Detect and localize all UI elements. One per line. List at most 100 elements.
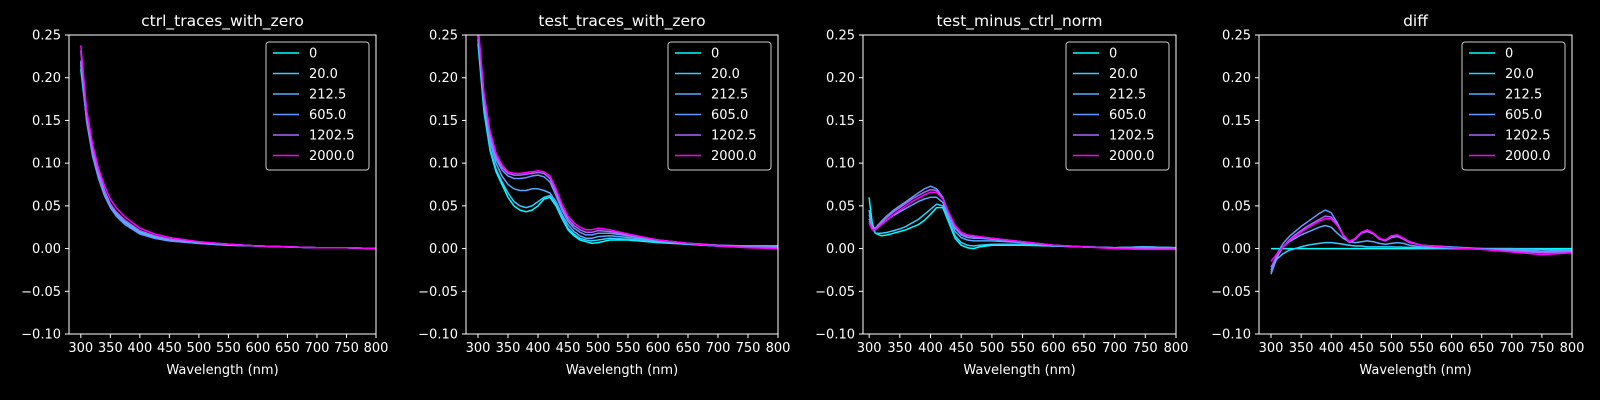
- legend-label: 2000.0: [309, 149, 355, 164]
- x-tick-label: 600: [1439, 341, 1464, 356]
- legend-label: 2000.0: [1505, 149, 1551, 164]
- legend-label: 0: [711, 47, 719, 62]
- x-axis-label: Wavelength (nm): [963, 363, 1075, 378]
- legend-label: 2000.0: [1109, 149, 1155, 164]
- x-tick-label: 500: [586, 341, 611, 356]
- x-tick-label: 350: [1289, 341, 1314, 356]
- series-line-2: [477, 39, 778, 247]
- chart-title: test_minus_ctrl_norm: [937, 12, 1103, 31]
- y-tick-label: 0.00: [1222, 242, 1251, 257]
- x-tick-label: 700: [706, 341, 731, 356]
- y-tick-label: 0.00: [429, 242, 458, 257]
- y-tick-label: 0.10: [826, 157, 855, 172]
- y-tick-label: 0.25: [32, 29, 61, 44]
- legend-label: 605.0: [711, 108, 748, 123]
- series-line-6: [1270, 217, 1572, 262]
- series-line-2: [868, 203, 1176, 249]
- y-tick-label: 0.00: [826, 242, 855, 257]
- x-tick-label: 600: [246, 341, 271, 356]
- x-tick-label: 650: [1469, 341, 1494, 356]
- x-tick-label: 500: [979, 341, 1004, 356]
- series-line-3: [1270, 224, 1572, 275]
- legend-label: 0: [309, 47, 317, 62]
- axes-frame: [1258, 34, 1573, 335]
- axes-frame: [465, 34, 779, 335]
- y-tick-label: −0.05: [418, 285, 458, 300]
- y-tick-label: −0.10: [21, 328, 61, 343]
- x-tick-label: 450: [949, 341, 974, 356]
- axes-frame: [68, 34, 377, 335]
- series-line-6: [80, 45, 376, 250]
- chart-panel-3: 300 350 400 450 500 550 600 650 700 750 800 −0.10 −0…: [815, 12, 1188, 378]
- legend-label: 20.0: [1505, 67, 1534, 82]
- x-tick-label: 750: [736, 341, 761, 356]
- legend-label: 212.5: [1505, 88, 1542, 103]
- x-tick-label: 400: [526, 341, 551, 356]
- x-tick-label: 450: [1349, 341, 1374, 356]
- legend-label: 212.5: [711, 88, 748, 103]
- x-tick-label: 500: [186, 341, 211, 356]
- series-lines: [477, 35, 778, 250]
- series-lines: [1270, 209, 1572, 275]
- chart-panel-2: 300 350 400 450 500 550 600 650 700 750 800 −0.10 −0…: [418, 12, 790, 378]
- legend-label: 2000.0: [711, 149, 757, 164]
- x-tick-label: 500: [1379, 341, 1404, 356]
- y-tick-label: 0.20: [429, 71, 458, 86]
- series-lines: [80, 45, 376, 250]
- chart-panel-1: 300 350 400 450 500 550 600 650 700 750 800 −0.10 −0…: [21, 12, 388, 378]
- y-tick-label: 0.15: [1222, 114, 1251, 129]
- x-tick-label: 750: [1133, 341, 1158, 356]
- legend: 0 20.0 212.5 605.0 1202.5 2000.0: [1065, 41, 1170, 171]
- legend-label: 0: [1505, 47, 1513, 62]
- y-tick-label: −0.05: [815, 285, 855, 300]
- legend: 0 20.0 212.5 605.0 1202.5 2000.0: [667, 41, 772, 171]
- x-tick-label: 650: [676, 341, 701, 356]
- series-line-6: [868, 191, 1176, 251]
- y-tick-label: 0.25: [826, 29, 855, 44]
- x-axis-label: Wavelength (nm): [1359, 363, 1471, 378]
- series-line-2: [1270, 241, 1572, 271]
- x-axis-label: Wavelength (nm): [166, 363, 278, 378]
- y-tick-label: 0.25: [1222, 29, 1251, 44]
- legend-label: 605.0: [1505, 108, 1542, 123]
- chart-title: diff: [1403, 12, 1428, 30]
- legend-label: 212.5: [1109, 88, 1146, 103]
- legend-label: 20.0: [1109, 67, 1138, 82]
- series-line-6: [478, 35, 778, 250]
- legend-label: 20.0: [711, 67, 740, 82]
- y-tick-label: −0.10: [815, 328, 855, 343]
- series-line-3: [868, 196, 1176, 249]
- legend-label: 605.0: [309, 108, 346, 123]
- x-tick-label: 350: [887, 341, 912, 356]
- legend-label: 1202.5: [711, 129, 757, 144]
- y-tick-label: −0.05: [1211, 285, 1251, 300]
- series-line-1: [868, 197, 1176, 250]
- x-tick-label: 300: [68, 341, 93, 356]
- y-tick-label: 0.10: [1222, 157, 1251, 172]
- y-tick-label: 0.10: [429, 157, 458, 172]
- x-tick-label: 800: [766, 341, 791, 356]
- y-tick-label: −0.10: [418, 328, 458, 343]
- legend: 0 20.0 212.5 605.0 1202.5 2000.0: [1461, 41, 1566, 171]
- y-tick-label: −0.05: [21, 285, 61, 300]
- legend-label: 1202.5: [1505, 129, 1551, 144]
- x-tick-label: 800: [1560, 341, 1585, 356]
- legend-label: 1202.5: [1109, 129, 1155, 144]
- x-tick-label: 400: [918, 341, 943, 356]
- legend-label: 1202.5: [309, 129, 355, 144]
- y-tick-label: 0.05: [1222, 199, 1251, 214]
- series-line-5: [868, 188, 1176, 250]
- x-tick-label: 600: [646, 341, 671, 356]
- x-tick-label: 700: [1102, 341, 1127, 356]
- x-tick-label: 450: [556, 341, 581, 356]
- x-tick-label: 750: [1529, 341, 1554, 356]
- x-tick-label: 550: [1409, 341, 1434, 356]
- y-tick-label: 0.25: [429, 29, 458, 44]
- x-tick-label: 350: [98, 341, 123, 356]
- y-tick-label: 0.20: [1222, 71, 1251, 86]
- y-tick-label: 0.20: [32, 71, 61, 86]
- y-tick-label: 0.00: [32, 242, 61, 257]
- x-tick-label: 400: [1319, 341, 1344, 356]
- y-tick-label: 0.15: [32, 114, 61, 129]
